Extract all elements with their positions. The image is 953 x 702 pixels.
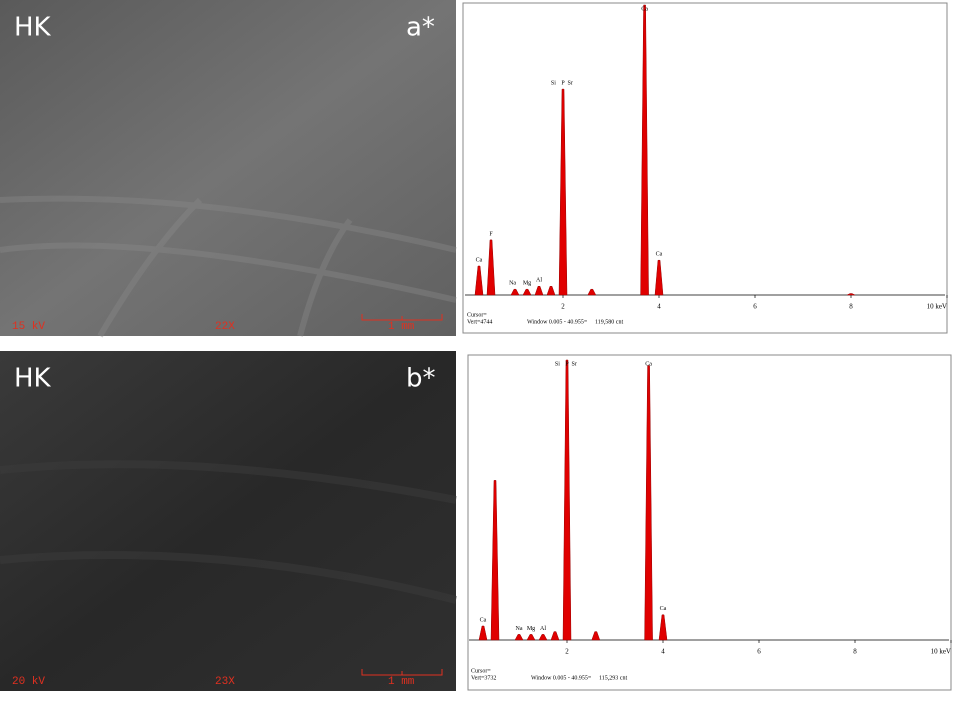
footer: Vert=4744 (467, 319, 492, 325)
peak-label: Si (555, 361, 560, 367)
x-tick-label: 4 (661, 648, 665, 656)
peak-label: Na (509, 281, 516, 287)
peak-label: Mg (523, 281, 531, 287)
peak-label: Sr (572, 361, 577, 367)
page: {"panels": [ {"label": "HK", "tag": "a*"… (0, 0, 953, 697)
panel-tag: a* (406, 13, 435, 43)
footer: Window 0.005 - 40.955= (527, 319, 588, 325)
peak-label: Al (536, 278, 542, 284)
footer: 115,293 cnt (599, 675, 627, 681)
panel-label: HK (14, 364, 52, 394)
peak-label: Al (540, 626, 546, 632)
x-tick-label: 10 keV (931, 648, 951, 656)
footer: Cursor= (471, 668, 491, 674)
footer: Cursor= (467, 312, 487, 318)
panel-label: HK (14, 13, 52, 43)
peak-label: Si (551, 80, 556, 86)
magnification: 22X (215, 321, 235, 333)
peak-label: Ca (660, 606, 667, 612)
voltage: 15 kV (12, 321, 45, 333)
footer: 119,580 cnt (595, 319, 623, 325)
x-tick-label: 4 (657, 303, 661, 311)
footer: Window 0.005 - 40.955= (531, 675, 592, 681)
peak-label: Ca (645, 361, 652, 367)
footer: Vert=3732 (471, 675, 496, 681)
scale-label: 1 mm (388, 321, 415, 333)
voltage: 20 kV (12, 676, 45, 688)
figure: HK a* 15 kV 22X 1 mm HK b* 20 kV 23X 1 mm 2 4 6 8 10 k… (0, 0, 953, 697)
scale-label: 1 mm (388, 676, 415, 688)
x-tick-label: 2 (565, 648, 569, 656)
peak-label: Na (516, 626, 523, 632)
x-tick-label: 6 (753, 303, 757, 311)
peak-label: Ca (476, 257, 483, 263)
sem-image (0, 351, 456, 691)
x-tick-label: 2 (561, 303, 565, 311)
peak-label: Mg (527, 626, 535, 632)
x-tick-label: 8 (853, 648, 857, 656)
peak-label: Ca (656, 252, 663, 258)
panel-tag: b* (406, 364, 436, 394)
x-tick-label: 8 (849, 303, 853, 311)
peak-label: Ca (641, 6, 648, 12)
peak-label: Ca (480, 617, 487, 623)
magnification: 23X (215, 676, 235, 688)
x-tick-label: 6 (757, 648, 761, 656)
peak-label: Sr (568, 80, 573, 86)
x-tick-label: 10 keV (927, 303, 947, 311)
